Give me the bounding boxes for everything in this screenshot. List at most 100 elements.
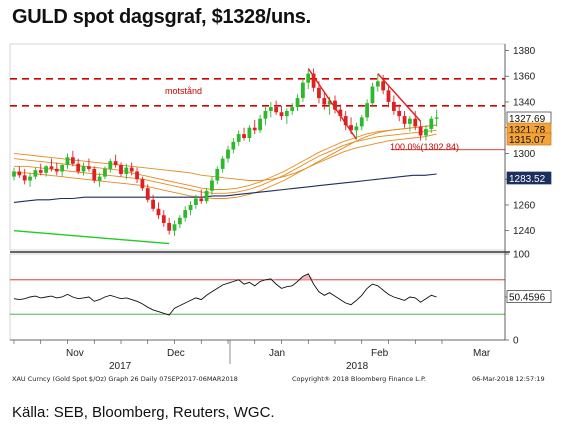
rsi-y-tick-label: 0 [513, 336, 519, 347]
candle-body [87, 166, 91, 169]
value-badge-label: 1321.78 [509, 125, 546, 136]
candle-body [81, 166, 86, 172]
y-tick-label: 1260 [513, 200, 536, 211]
candle-body [284, 110, 289, 117]
candle-body [429, 118, 434, 129]
candle-body [156, 208, 161, 216]
candle-body [76, 163, 81, 172]
candle-body [108, 161, 113, 169]
y-tick-label: 1380 [513, 46, 536, 57]
candle-body [402, 116, 407, 124]
trendlines [13, 68, 422, 245]
candle-body [408, 118, 412, 124]
candle-body [274, 107, 279, 113]
candle-body [28, 176, 32, 181]
rsi-overbought-fill [302, 273, 309, 280]
candle-body [242, 134, 246, 138]
trendline [307, 68, 357, 140]
candle-body [119, 165, 123, 175]
y-tick-label: 1340 [513, 97, 536, 108]
candle-body [424, 128, 428, 136]
candle-body [38, 170, 43, 173]
candle-body [22, 175, 27, 181]
candle-body [145, 188, 150, 200]
moving-average-line [13, 124, 437, 181]
candle-body [103, 168, 107, 177]
candle-body [124, 167, 129, 175]
candle-body [44, 166, 48, 173]
value-badge-box [506, 171, 552, 185]
rsi-overbought-fill [308, 273, 314, 280]
candle-body [306, 73, 311, 83]
candle-body [54, 168, 59, 172]
candle-body [135, 171, 139, 180]
rsi-panel [10, 273, 505, 316]
rsi-panel-frame [9, 253, 506, 341]
candle-body [418, 126, 423, 136]
x-tick-jan: Jan [269, 348, 285, 359]
rsi-value-badge-box [506, 290, 552, 303]
candle-body [359, 117, 364, 127]
candle-body [220, 158, 225, 169]
value-badge-box [506, 132, 552, 146]
moving-average-line [14, 133, 437, 199]
y-tick-label: 1300 [513, 149, 536, 160]
footer-right: 06-Mar-2018 12:57:19 [472, 375, 545, 383]
candle-body [140, 179, 145, 189]
resistance-lines [10, 77, 505, 151]
candle-body [258, 118, 262, 131]
trendline [13, 229, 170, 245]
value-badge-label: 1315.07 [509, 135, 546, 146]
rsi-line [13, 273, 437, 316]
candle-body [33, 170, 38, 177]
candle-body [295, 98, 300, 108]
candle-body [226, 149, 230, 159]
x-year-2017: 2017 [109, 361, 132, 372]
candle-body [317, 87, 321, 99]
candle-body [434, 117, 439, 119]
x-year-2018: 2018 [346, 361, 369, 372]
candle-body [365, 103, 369, 118]
footer-center: Copyright® 2018 Bloomberg Finance L.P. [292, 375, 426, 383]
candle-body [381, 81, 386, 91]
moving-average-line [13, 173, 437, 203]
candle-body [194, 198, 198, 205]
rsi-value-badge-label: 50.4596 [509, 293, 546, 304]
candle-body [17, 171, 22, 176]
y-tick-label: 1360 [513, 72, 536, 83]
candle-body [349, 125, 353, 131]
candle-body [370, 86, 375, 104]
y-tick-label: 1240 [513, 226, 536, 237]
candle-body [333, 100, 337, 110]
candle-body [391, 101, 396, 111]
candle-body [311, 73, 316, 88]
candle-body [12, 171, 16, 177]
candle-body [301, 82, 305, 99]
candle-body [354, 126, 359, 131]
candle-body [397, 110, 402, 117]
candle-body [183, 210, 188, 218]
candle-body [343, 116, 348, 126]
candle-body [236, 134, 241, 142]
resistance-label: motstånd [165, 86, 202, 96]
candle-body [97, 176, 102, 181]
x-tick-mar: Mar [473, 348, 491, 359]
candle-body [49, 166, 54, 169]
trendline [377, 73, 422, 122]
candle-body [167, 222, 172, 231]
candle-body [204, 190, 209, 202]
page-title: GULD spot dagsgraf, $1328/uns. [12, 6, 311, 28]
candle-body [151, 199, 155, 209]
candle-body [199, 198, 204, 202]
candle-body [172, 224, 177, 231]
candle-body [129, 167, 134, 172]
candle-body [327, 100, 332, 105]
candle-body [279, 112, 284, 117]
candle-body [263, 110, 268, 119]
moving-average-line [14, 129, 437, 194]
candle-body [215, 168, 220, 181]
value-badge-label: 1283.52 [509, 174, 546, 185]
footer-left: XAU Curncy (Gold Spot $/Oz) Graph 26 Dai… [12, 375, 238, 383]
